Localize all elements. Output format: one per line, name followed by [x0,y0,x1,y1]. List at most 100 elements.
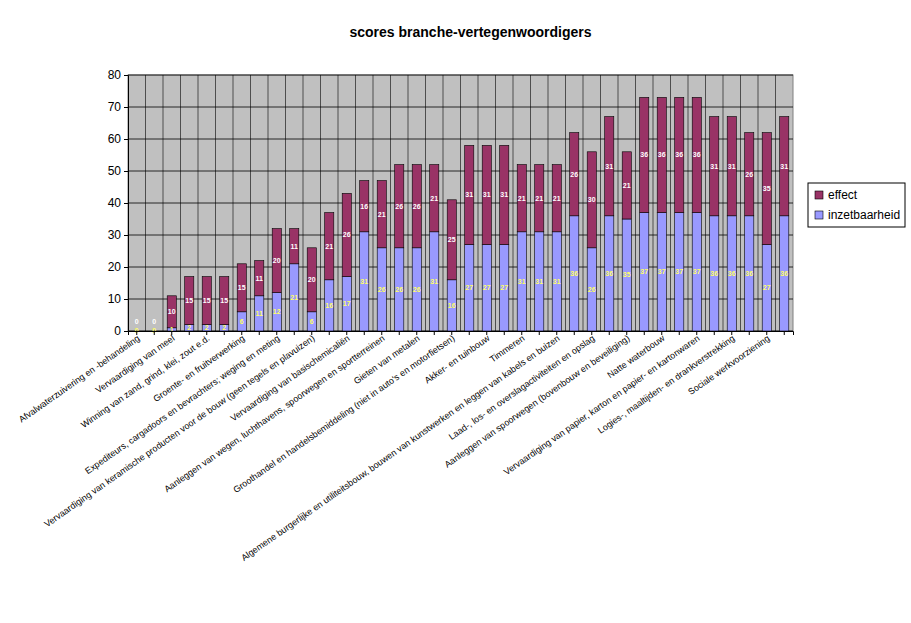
data-labels: 0012226111221616173126262631162727273131… [135,151,788,334]
data-label: 6 [240,318,244,325]
bar [325,213,334,280]
bar [500,145,509,244]
bar [675,97,684,212]
data-label: 17 [343,300,351,307]
series-1 [167,97,789,327]
data-label: 0 [135,318,139,325]
y-axis: 01020304050607080 [108,68,129,338]
x-tick-mark [434,331,435,335]
data-label: 21 [325,243,333,250]
data-label: 21 [518,195,526,202]
x-tick [539,331,540,335]
y-tick-label: 50 [108,164,122,178]
bar [290,229,299,264]
y-tick-mark [124,75,128,76]
legend-label: effect [828,188,858,202]
y-tick-label: 80 [108,68,122,82]
legend-label: inzetbaarheid [828,208,900,222]
bar [202,277,211,325]
data-label: 27 [500,284,508,291]
bar [237,264,246,312]
bar [167,296,176,328]
bar [517,232,526,331]
bar [447,280,456,331]
bar [482,145,491,244]
y-tick: 60 [108,132,128,146]
data-label: 36 [570,270,578,277]
x-tick: Vervaardiging van keramische producten v… [42,331,316,529]
bar [570,133,579,216]
bar [535,165,544,232]
data-label: 31 [535,278,543,285]
data-label: 21 [623,182,631,189]
bar [412,248,421,331]
value-grid [128,75,793,331]
y-tick-label: 30 [108,228,122,242]
data-label: 31 [553,278,561,285]
data-label: 0 [152,327,156,334]
bar [395,165,404,248]
data-label: 37 [675,268,683,275]
x-tick-mark [539,331,540,335]
bar [272,293,281,331]
x-tick-mark [504,331,505,335]
x-tick [469,331,470,335]
bar [185,325,194,331]
x-axis: Afvalwaterzuivering en -behandelingVerva… [17,331,794,563]
x-tick: Akker- en tuinbouw [423,331,492,385]
data-label: 31 [500,191,508,198]
data-label: 27 [763,284,771,291]
bar [552,165,561,232]
data-label: 0 [152,318,156,325]
data-label: 36 [640,151,648,158]
y-tick-mark [124,171,128,172]
data-label: 35 [763,185,771,192]
x-tick-mark [154,331,155,335]
bar [237,312,246,331]
x-tick [749,331,750,335]
y-tick-mark [124,235,128,236]
data-label: 2 [187,324,191,331]
grid-line [128,75,793,76]
x-tick-mark [574,331,575,335]
data-label: 6 [310,318,314,325]
data-label: 36 [605,270,613,277]
data-label: 31 [710,163,718,170]
bar [605,117,614,216]
bar [307,248,316,312]
x-tick [399,331,400,335]
x-tick-label: Akker- en tuinbouw [423,333,492,386]
bar [587,248,596,331]
bar [780,216,789,331]
data-label: 12 [273,308,281,315]
y-tick-mark [124,267,128,268]
legend-box [808,183,905,227]
chart: scores branche-vertegenwoordigers0012226… [0,0,911,623]
data-label: 15 [238,284,246,291]
bar [727,117,736,216]
x-tick-label: Logies-, maaltijden- en drankverstrekkin… [596,333,737,436]
x-tick-mark [714,331,715,335]
data-label: 36 [780,270,788,277]
bar [377,181,386,248]
data-label: 35 [623,271,631,278]
bar [692,97,701,212]
data-label: 2 [222,324,226,331]
legend: effect inzetbaarheid [808,183,905,227]
bar [255,261,264,296]
bar [342,193,351,276]
x-tick-mark [364,331,365,335]
data-label: 26 [413,203,421,210]
y-tick: 40 [108,196,128,210]
bar [395,248,404,331]
bar [745,133,754,216]
bar [657,213,666,331]
data-label: 15 [203,297,211,304]
x-tick-mark [329,331,330,335]
data-label: 21 [535,195,543,202]
x-tick-mark [609,331,610,335]
bar [185,277,194,325]
x-tick-label: Sociale werkvoorziening [686,333,771,397]
data-label: 16 [325,302,333,309]
y-tick: 0 [114,324,128,338]
